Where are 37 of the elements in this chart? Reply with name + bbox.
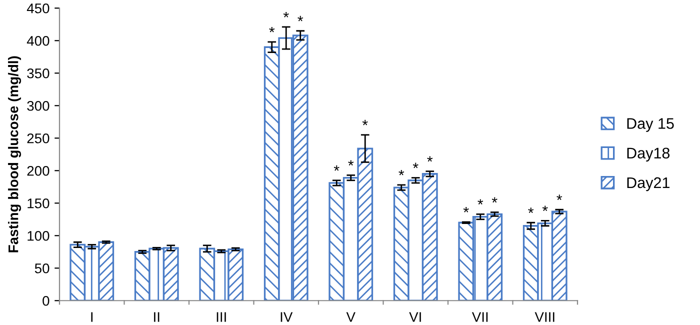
legend-label: Day21 bbox=[627, 177, 670, 192]
x-tick-label: III bbox=[216, 312, 226, 322]
data-label: * bbox=[298, 16, 304, 22]
data-label: * bbox=[556, 194, 562, 200]
y-tick-label: 150 bbox=[28, 198, 50, 208]
y-tick-label: 250 bbox=[27, 133, 50, 144]
x-tick-label: I bbox=[91, 312, 93, 322]
y-tick-label: 100 bbox=[28, 230, 50, 241]
y-axis-title: Fasting blood glucose (mg/dl) bbox=[8, 56, 22, 252]
y-tick-label: 450 bbox=[26, 3, 50, 14]
data-label: * bbox=[463, 206, 469, 212]
data-label: * bbox=[283, 12, 289, 18]
legend-label: Day18 bbox=[627, 148, 670, 162]
x-tick-label: V bbox=[346, 312, 356, 322]
data-label: * bbox=[269, 26, 275, 32]
x-tick-label: II bbox=[154, 312, 160, 322]
legend-label: Day 15 bbox=[627, 118, 674, 132]
data-label: * bbox=[542, 206, 548, 212]
y-tick-label: 50 bbox=[34, 263, 50, 274]
y-tick-label: 300 bbox=[27, 100, 50, 111]
data-label: * bbox=[427, 156, 433, 162]
x-tick-label: VI bbox=[409, 312, 421, 322]
x-tick-label: VII bbox=[472, 312, 488, 322]
data-label: * bbox=[412, 162, 418, 168]
data-label: * bbox=[398, 170, 404, 176]
data-label: * bbox=[362, 120, 368, 126]
y-tick-label: 400 bbox=[26, 36, 50, 46]
x-tick-label: IV bbox=[280, 312, 293, 322]
data-label: * bbox=[348, 160, 354, 166]
x-tick-label: VIII bbox=[534, 312, 554, 322]
y-tick-label: 350 bbox=[27, 68, 50, 78]
y-tick-label: 200 bbox=[27, 166, 50, 176]
data-label: * bbox=[528, 208, 534, 214]
data-label: * bbox=[478, 199, 484, 205]
data-label: * bbox=[334, 165, 340, 171]
y-tick-label: 0 bbox=[42, 296, 50, 306]
data-label: * bbox=[492, 197, 498, 203]
